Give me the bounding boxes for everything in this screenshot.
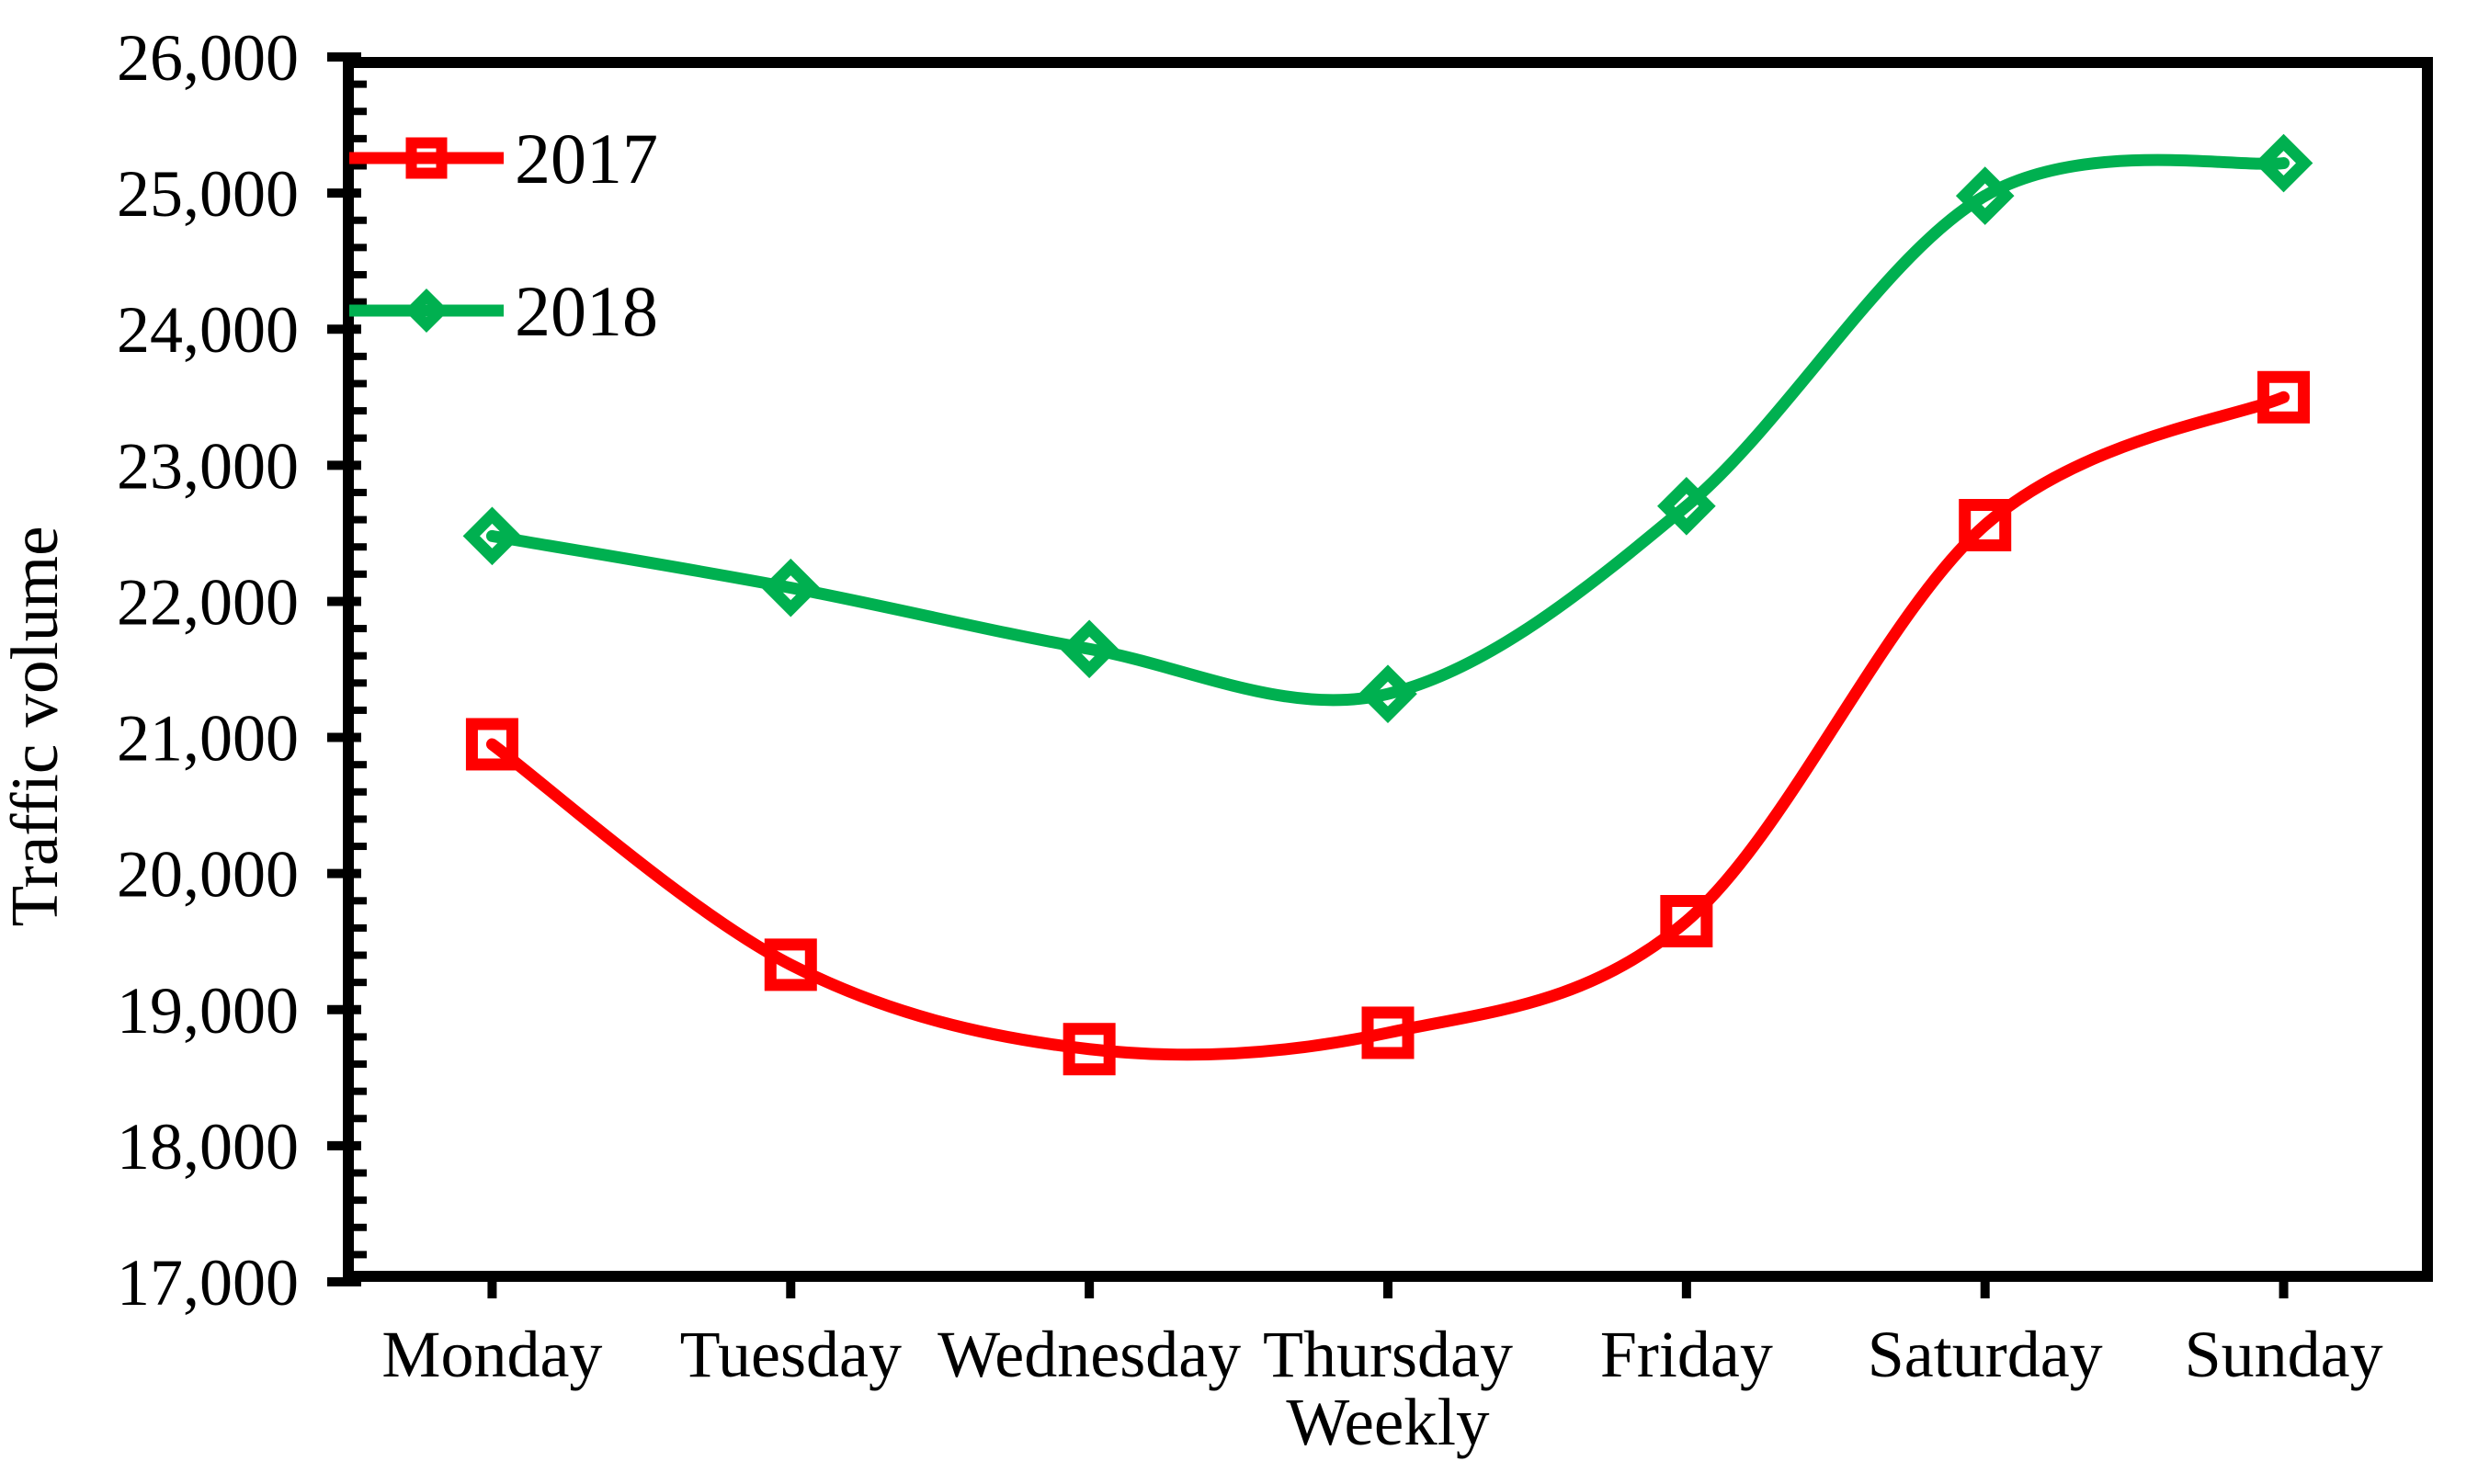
y-axis-tick-label: 19,000 bbox=[117, 974, 299, 1048]
y-axis-tick-label: 24,000 bbox=[117, 293, 299, 367]
series-2017-line bbox=[485, 391, 2290, 1061]
x-axis-tick-label: Friday bbox=[1600, 1318, 1773, 1391]
series-2017-marker bbox=[764, 938, 817, 991]
y-axis-tick-label: 22,000 bbox=[117, 565, 299, 639]
y-axis-tick-label: 26,000 bbox=[117, 21, 299, 95]
series-2017-marker bbox=[1660, 895, 1713, 948]
series-2018-marker bbox=[1657, 476, 1716, 536]
series-2018-marker bbox=[1358, 664, 1417, 723]
x-axis-tick-label: Monday bbox=[381, 1318, 602, 1391]
plot-border bbox=[343, 57, 2433, 1282]
x-axis-title: Weekly bbox=[1286, 1385, 1490, 1459]
legend-2018-label: 2018 bbox=[515, 271, 658, 351]
y-axis-tick-label: 18,000 bbox=[117, 1110, 299, 1184]
series-2018-marker bbox=[1955, 166, 2015, 225]
y-axis-tick-label: 21,000 bbox=[117, 702, 299, 776]
legend-2018-marker bbox=[403, 288, 449, 334]
series-2018-marker bbox=[462, 506, 522, 566]
legend-2017-label: 2017 bbox=[515, 119, 658, 198]
series-2018-marker bbox=[1060, 619, 1119, 679]
y-axis-tick-label: 17,000 bbox=[117, 1246, 299, 1320]
series-2018-marker bbox=[2254, 133, 2313, 193]
y-axis-tick-label: 23,000 bbox=[117, 429, 299, 503]
series-2017-marker bbox=[2257, 370, 2311, 424]
series-2018-marker bbox=[761, 558, 821, 617]
legend-2017-marker bbox=[405, 137, 448, 179]
x-axis-tick-label: Wednesday bbox=[938, 1318, 1241, 1391]
series-2018-line bbox=[485, 153, 2290, 707]
x-axis-tick-label: Saturday bbox=[1868, 1318, 2103, 1391]
series-2017-marker bbox=[1361, 1006, 1415, 1059]
x-axis-tick-label: Thursday bbox=[1263, 1318, 1513, 1391]
series-2017-marker bbox=[1063, 1023, 1116, 1076]
y-axis-title: Traffic volume bbox=[0, 527, 72, 927]
y-axis-tick-label: 25,000 bbox=[117, 157, 299, 231]
series-2017-marker bbox=[465, 718, 518, 771]
x-axis-tick-label: Tuesday bbox=[680, 1318, 902, 1391]
series-2017-marker bbox=[1959, 499, 2012, 552]
y-axis-tick-label: 20,000 bbox=[117, 838, 299, 912]
x-axis-tick-label: Sunday bbox=[2185, 1318, 2383, 1391]
